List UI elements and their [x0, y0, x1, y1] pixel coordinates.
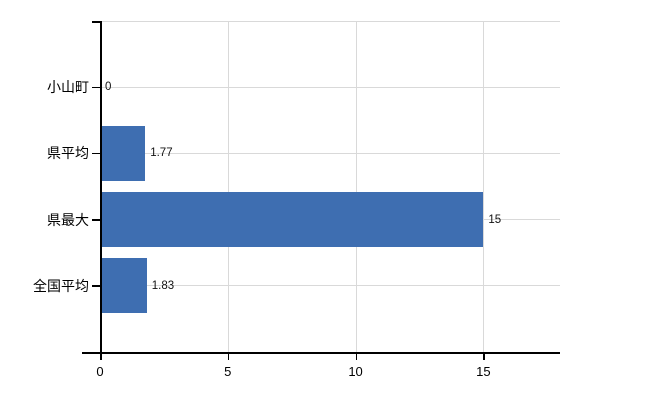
- category-gridline: [100, 86, 560, 88]
- category-label-県最大: 県最大: [47, 211, 89, 228]
- category-tick: [92, 285, 100, 287]
- category-label-小山町: 小山町: [47, 79, 89, 96]
- x-tick-label: 10: [348, 364, 363, 379]
- x-gridline: [483, 21, 485, 352]
- category-gridline: [100, 152, 560, 154]
- category-label-全国平均: 全国平均: [33, 277, 89, 294]
- plot-top-gridline: [100, 21, 560, 22]
- x-axis-tick: [227, 352, 230, 360]
- category-label-県平均: 県平均: [47, 145, 89, 162]
- x-gridline: [355, 21, 357, 352]
- x-tick-label: 5: [224, 364, 232, 379]
- y-axis-end-tick: [92, 21, 100, 23]
- bar-value-label: 1.83: [151, 279, 175, 292]
- category-tick: [92, 86, 100, 89]
- category-tick: [92, 152, 100, 155]
- x-axis-line: [82, 352, 560, 354]
- x-tick-label: 0: [96, 364, 104, 379]
- y-axis-line: [100, 21, 102, 352]
- x-axis-tick: [355, 352, 358, 360]
- category-tick: [92, 219, 100, 221]
- bar-value-label: 15: [488, 213, 502, 226]
- bar-県平均: [100, 125, 146, 181]
- bar-県最大: [100, 192, 484, 248]
- x-gridline: [227, 21, 229, 352]
- bar-value-label: 1.77: [150, 147, 173, 160]
- x-tick-label: 15: [476, 364, 491, 379]
- category-gridline: [100, 285, 560, 287]
- x-axis-tick: [100, 352, 102, 360]
- bar-value-label: 0: [105, 81, 112, 94]
- bar-全国平均: [100, 258, 147, 314]
- x-axis-tick: [483, 352, 485, 360]
